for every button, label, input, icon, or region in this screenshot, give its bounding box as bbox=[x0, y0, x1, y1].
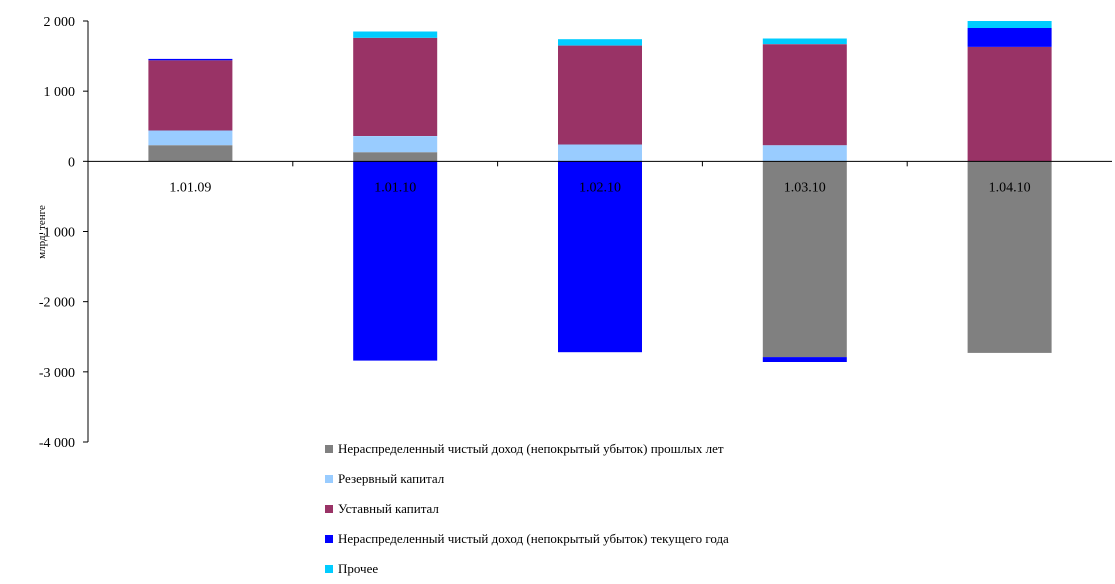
y-tick-label: 1 000 bbox=[44, 85, 76, 100]
y-axis-title: млрд. тенге bbox=[36, 205, 48, 259]
legend-swatch bbox=[325, 505, 333, 513]
y-tick-label: -4 000 bbox=[39, 436, 75, 451]
x-tick-label: 1.03.10 bbox=[784, 180, 826, 195]
legend-swatch bbox=[325, 535, 333, 543]
legend-label: Уставный капитал bbox=[338, 501, 439, 516]
y-tick-label: 0 bbox=[68, 155, 75, 170]
bar-segment bbox=[558, 45, 642, 145]
legend-item: Нераспределенный чистый доход (непокрыты… bbox=[325, 524, 729, 554]
bar-segment bbox=[148, 58, 233, 61]
bar-segment bbox=[762, 145, 847, 162]
bar-segment bbox=[762, 161, 847, 358]
legend-swatch bbox=[325, 445, 333, 453]
legend-item: Резервный капитал bbox=[325, 464, 729, 494]
bar-segment bbox=[148, 60, 233, 131]
legend-swatch bbox=[325, 475, 333, 483]
bar-segment bbox=[762, 357, 847, 362]
bar-segment bbox=[558, 161, 642, 353]
bar-segment bbox=[967, 21, 1052, 28]
bar-segment bbox=[762, 38, 847, 45]
bar-segment bbox=[148, 130, 233, 146]
legend-label: Резервный капитал bbox=[338, 471, 445, 486]
legend-label: Нераспределенный чистый доход (непокрыты… bbox=[338, 531, 729, 546]
bar-segment bbox=[353, 161, 438, 361]
x-tick-label: 1.04.10 bbox=[989, 180, 1031, 195]
bar-segment bbox=[353, 31, 438, 38]
legend-item: Нераспределенный чистый доход (непокрыты… bbox=[325, 434, 729, 464]
legend-item: Уставный капитал bbox=[325, 494, 729, 524]
legend-swatch bbox=[325, 565, 333, 573]
legend-item: Прочее bbox=[325, 554, 729, 584]
bar-segment bbox=[353, 152, 438, 162]
x-tick-label: 1.02.10 bbox=[579, 180, 621, 195]
y-tick-label: -1 000 bbox=[39, 226, 75, 241]
bar-segment bbox=[148, 145, 233, 162]
y-tick-label: 2 000 bbox=[44, 15, 76, 30]
bar-segment bbox=[967, 28, 1052, 47]
bar-segment bbox=[558, 39, 642, 46]
x-tick-label: 1.01.10 bbox=[374, 180, 416, 195]
bar-segment bbox=[762, 44, 847, 146]
x-tick-label: 1.01.09 bbox=[169, 180, 211, 195]
y-tick-label: -2 000 bbox=[39, 296, 75, 311]
bar-segment bbox=[353, 136, 438, 153]
legend-label: Прочее bbox=[338, 561, 379, 576]
legend-label: Нераспределенный чистый доход (непокрыты… bbox=[338, 441, 724, 456]
y-tick-label: -3 000 bbox=[39, 366, 75, 381]
bar-segment bbox=[353, 37, 438, 136]
bar-segment bbox=[558, 144, 642, 162]
bar-segment bbox=[967, 161, 1052, 353]
legend: Нераспределенный чистый доход (непокрыты… bbox=[325, 434, 729, 584]
bar-segment bbox=[967, 47, 1052, 162]
